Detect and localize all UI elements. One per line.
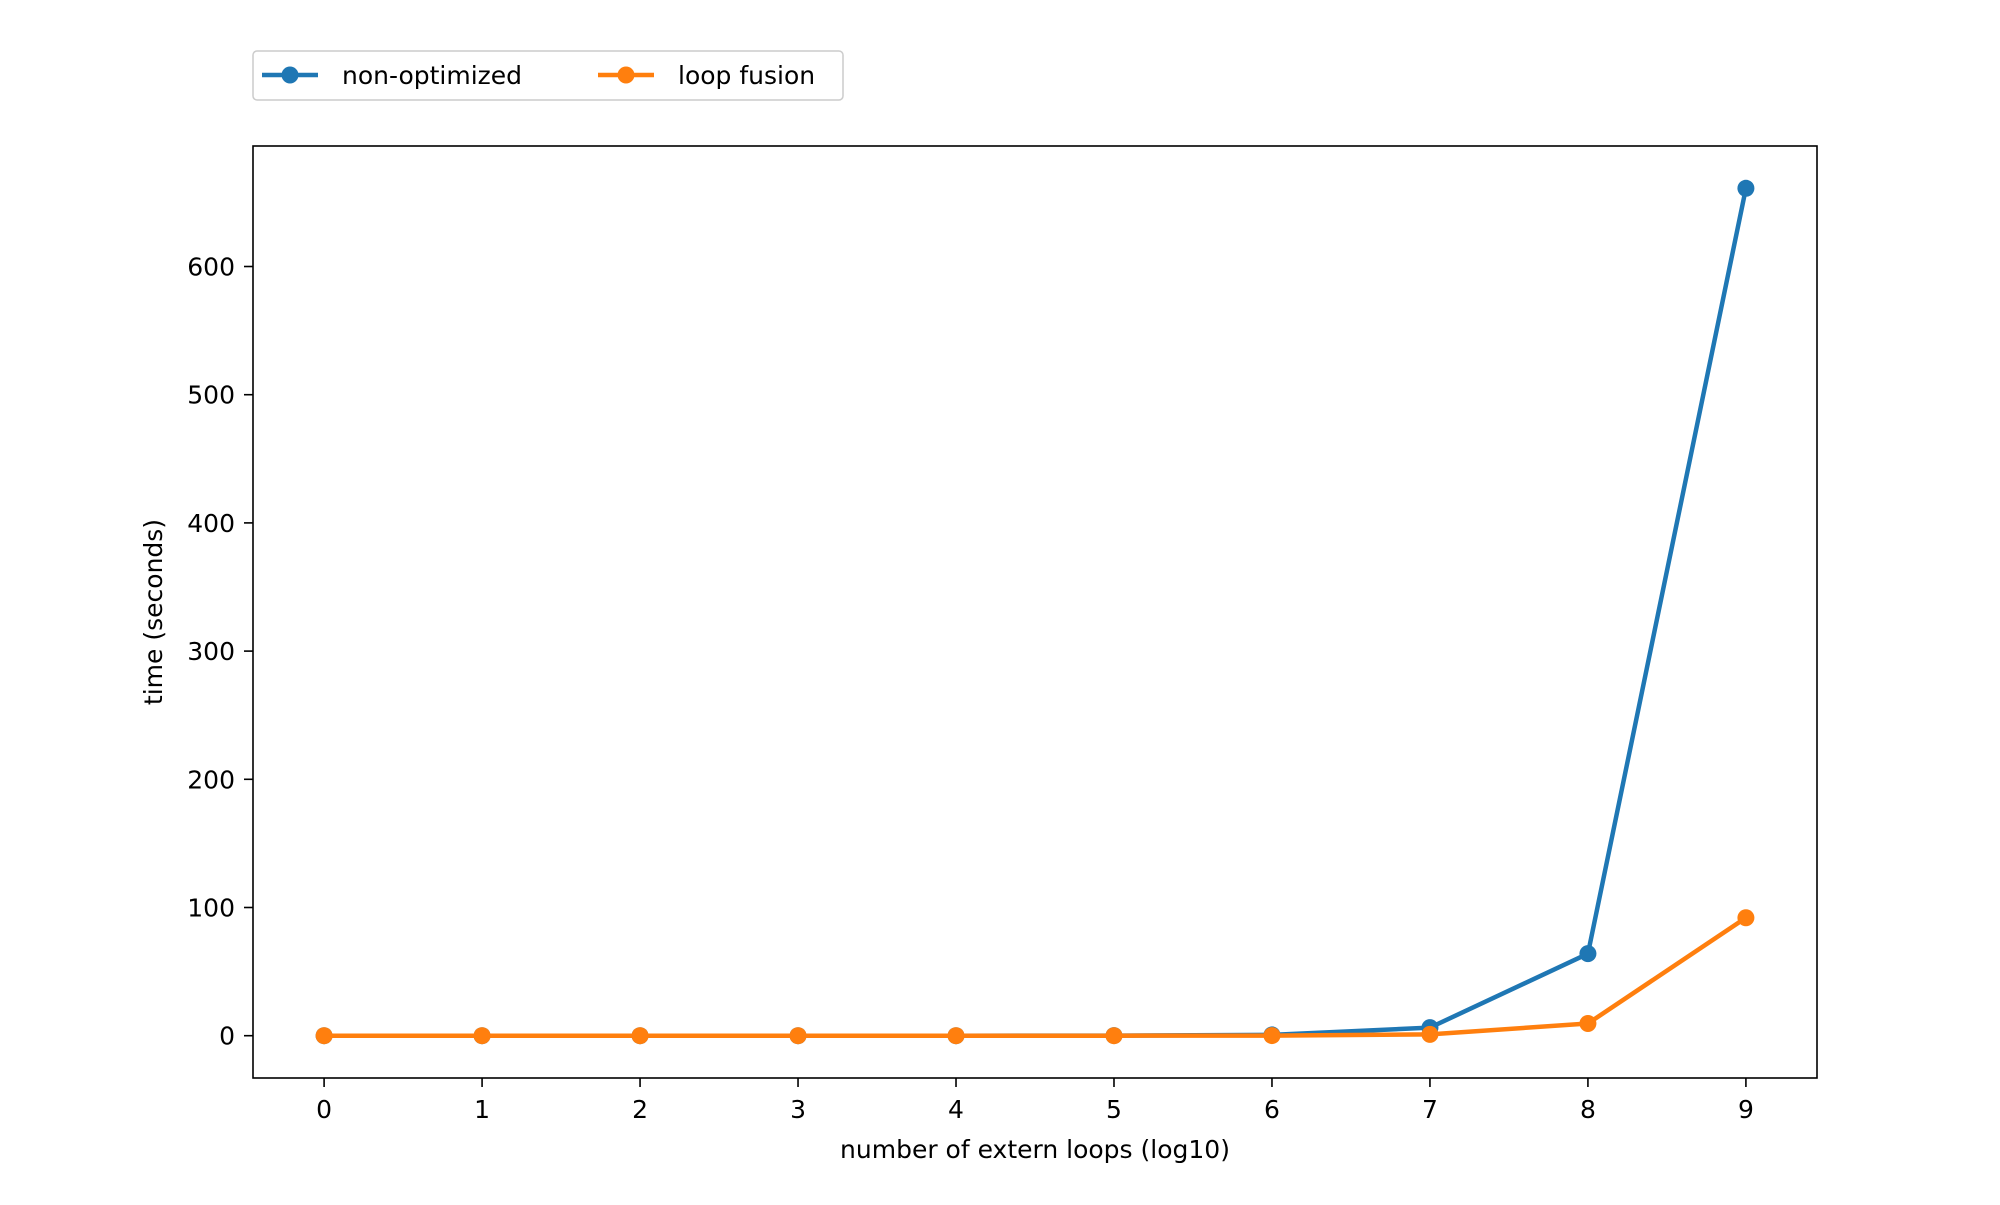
data-point bbox=[1737, 909, 1755, 927]
y-tick-label: 500 bbox=[187, 381, 235, 410]
x-tick-label: 0 bbox=[316, 1095, 332, 1124]
x-tick-label: 9 bbox=[1738, 1095, 1754, 1124]
x-tick-label: 1 bbox=[474, 1095, 490, 1124]
legend-entry-label: loop fusion bbox=[678, 61, 815, 90]
x-tick-label: 2 bbox=[632, 1095, 648, 1124]
legend-swatch-marker bbox=[617, 66, 635, 84]
y-tick-label: 200 bbox=[187, 765, 235, 794]
x-tick-label: 5 bbox=[1106, 1095, 1122, 1124]
series-layer bbox=[315, 179, 1755, 1045]
legend-box bbox=[252, 50, 844, 101]
y-tick-label: 0 bbox=[219, 1022, 235, 1051]
x-tick-label: 3 bbox=[790, 1095, 806, 1124]
data-point bbox=[1737, 179, 1755, 197]
data-point bbox=[315, 1027, 333, 1045]
data-point bbox=[631, 1027, 649, 1045]
data-point bbox=[1263, 1027, 1281, 1045]
y-tick-label: 300 bbox=[187, 637, 235, 666]
series-line bbox=[321, 915, 1749, 1038]
x-tick-label: 7 bbox=[1422, 1095, 1438, 1124]
tick-marks: 0 1 2 3 4 5 6 7 8 9 0 100 200 300 400 500 600 bbox=[187, 253, 1754, 1124]
legend-swatch-marker bbox=[281, 66, 299, 84]
x-tick-label: 4 bbox=[948, 1095, 964, 1124]
y-tick-label: 400 bbox=[187, 509, 235, 538]
plot-area-frame bbox=[252, 145, 1818, 1079]
data-point bbox=[1579, 1015, 1597, 1033]
y-tick-label: 600 bbox=[187, 253, 235, 282]
data-point bbox=[1421, 1025, 1439, 1043]
x-tick-label: 8 bbox=[1580, 1095, 1596, 1124]
data-point bbox=[947, 1027, 965, 1045]
y-axis-label: time (seconds) bbox=[139, 519, 168, 705]
legend-entry-label: non-optimized bbox=[342, 61, 522, 90]
data-point bbox=[473, 1027, 491, 1045]
data-point bbox=[789, 1027, 807, 1045]
x-axis-label: number of extern loops (log10) bbox=[840, 1135, 1230, 1164]
y-tick-label: 100 bbox=[187, 893, 235, 922]
legend: non-optimized loop fusion bbox=[252, 50, 844, 101]
x-tick-label: 6 bbox=[1264, 1095, 1280, 1124]
series-loop-fusion bbox=[315, 909, 1755, 1045]
data-point bbox=[1105, 1027, 1123, 1045]
data-point bbox=[1579, 945, 1597, 963]
